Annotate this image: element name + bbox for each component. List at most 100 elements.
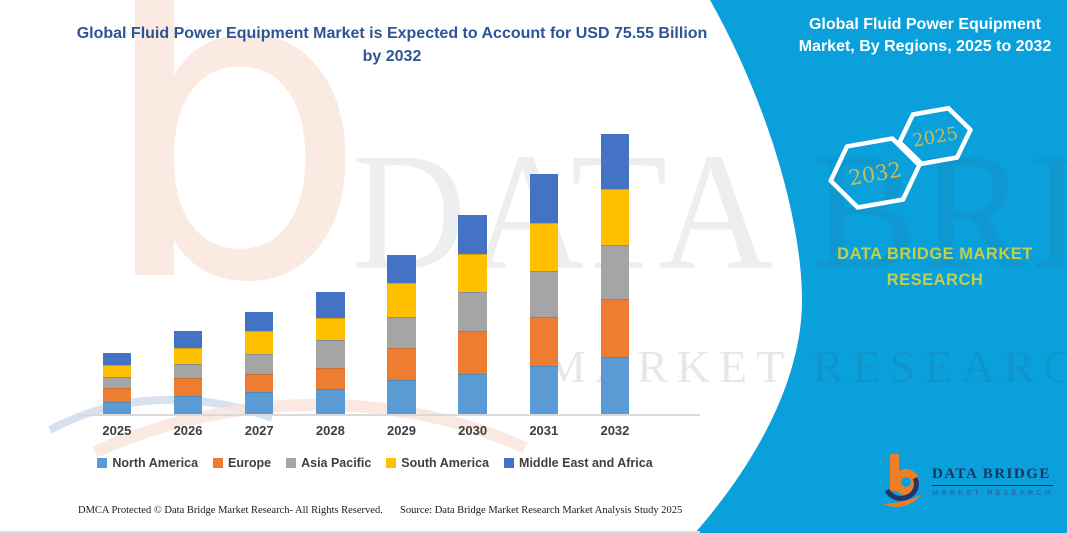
legend-swatch-europe	[213, 458, 224, 468]
bar-segment-2025-middle-east-and-africa	[102, 353, 132, 366]
x-axis-label-2026: 2026	[173, 423, 203, 438]
legend-item-north-america: North America	[97, 456, 198, 470]
bar-segment-2027-middle-east-and-africa	[244, 312, 274, 331]
x-axis-label-2028: 2028	[315, 423, 345, 438]
banner-brand-name: DATA BRIDGE MARKET RESEARCH	[837, 245, 1033, 289]
bar-segment-2030-north-america	[458, 374, 487, 414]
bar-segment-2025-north-america	[102, 402, 132, 414]
bar-segment-2028-asia-pacific	[316, 339, 345, 368]
x-axis-label-2032: 2032	[600, 423, 630, 438]
stacked-bar-2026	[173, 331, 203, 414]
bar-segment-2032-north-america	[600, 356, 630, 414]
hexagon-2025-label: 2025	[911, 123, 960, 152]
bar-segment-2031-middle-east-and-africa	[529, 173, 559, 223]
logo-d-swoosh	[884, 476, 919, 501]
hexagon-2025-outline	[897, 106, 973, 166]
legend-label-middle-east-and-africa: Middle East and Africa	[519, 456, 653, 470]
data-bridge-logo-mark	[883, 454, 921, 507]
banner-title: Global Fluid Power Equipment Market, By …	[798, 16, 1052, 55]
bar-segment-2027-asia-pacific	[244, 353, 274, 374]
x-axis-label-2027: 2027	[244, 423, 274, 438]
bar-segment-2032-middle-east-and-africa	[600, 133, 630, 190]
bar-segment-2025-europe	[102, 387, 132, 403]
bar-segment-2030-europe	[458, 330, 487, 375]
logo-name: DATA BRIDGE	[932, 466, 1054, 486]
bar-segment-2032-asia-pacific	[600, 244, 630, 300]
bar-segment-2031-north-america	[529, 365, 559, 414]
legend-swatch-south-america	[386, 458, 397, 468]
logo-tail-swoosh	[883, 494, 921, 507]
x-axis-label-2025: 2025	[102, 423, 132, 438]
x-axis-label-2029: 2029	[387, 423, 416, 438]
data-bridge-logo: DATA BRIDGE MARKET RESEARCH	[882, 452, 1062, 510]
bar-segment-2029-middle-east-and-africa	[387, 254, 416, 283]
watermark-logo-b: b	[96, 0, 369, 377]
bar-segment-2029-europe	[387, 348, 416, 381]
stacked-bar-2025	[102, 353, 132, 414]
bar-segment-2029-asia-pacific	[387, 317, 416, 348]
legend-swatch-middle-east-and-africa	[504, 458, 515, 468]
legend-label-north-america: North America	[112, 456, 199, 470]
bar-segment-2028-europe	[316, 367, 345, 390]
bar-segment-2026-middle-east-and-africa	[173, 331, 203, 349]
bar-segment-2027-south-america	[244, 330, 274, 354]
bar-segment-2028-south-america	[316, 317, 345, 340]
bar-segment-2030-middle-east-and-africa	[458, 214, 487, 254]
hexagon-year-badges: 2032 2025	[828, 106, 973, 210]
stacked-bar-2027	[244, 312, 274, 414]
bar-segment-2026-south-america	[173, 348, 203, 364]
legend-item-europe: Europe	[213, 456, 271, 470]
stacked-bar-2028	[316, 292, 345, 414]
stacked-bar-2030	[458, 214, 487, 414]
legend-item-south-america: South America	[386, 456, 489, 470]
bar-segment-2026-north-america	[173, 395, 203, 414]
hexagon-2032: 2032	[828, 136, 922, 210]
dmca-copyright-text: DMCA Protected © Data Bridge Market Rese…	[78, 505, 383, 516]
hexagon-2032-label: 2032	[847, 158, 904, 191]
x-axis-label-2030: 2030	[458, 423, 488, 438]
logo-text: DATA BRIDGE MARKET RESEARCH	[932, 466, 1054, 497]
logo-subtitle: MARKET RESEARCH	[932, 487, 1054, 497]
bar-segment-2028-north-america	[316, 389, 345, 414]
source-text: Source: Data Bridge Market Research Mark…	[400, 505, 683, 516]
bar-segment-2026-asia-pacific	[173, 363, 203, 379]
legend-item-asia-pacific: Asia Pacific	[286, 456, 371, 470]
bar-segment-2027-north-america	[244, 392, 274, 414]
logo-b-bowl	[893, 469, 919, 495]
bar-segment-2032-europe	[600, 299, 630, 357]
bar-segment-2027-europe	[244, 373, 274, 393]
bar-segment-2030-asia-pacific	[458, 292, 487, 331]
bar-segment-2025-asia-pacific	[102, 376, 132, 388]
bar-segment-2029-north-america	[387, 380, 416, 414]
legend-swatch-north-america	[97, 458, 108, 468]
chart-legend: North America Europe Asia Pacific South Ame…	[78, 456, 672, 470]
bar-segment-2026-europe	[173, 378, 203, 396]
bar-segment-2032-south-america	[600, 189, 630, 245]
bar-segment-2025-south-america	[102, 365, 132, 377]
bar-segment-2031-south-america	[529, 222, 559, 271]
legend-label-europe: Europe	[228, 456, 272, 470]
legend-swatch-asia-pacific	[286, 458, 297, 468]
watermark-text-market-research: MARKET RESEARCH	[545, 341, 1067, 392]
bar-segment-2029-south-america	[387, 282, 416, 318]
stacked-bar-2032	[600, 133, 630, 414]
hexagon-2025: 2025	[897, 106, 973, 166]
hexagon-2032-outline	[828, 136, 922, 210]
stacked-bar-2029	[387, 254, 416, 414]
bar-segment-2028-middle-east-and-africa	[316, 292, 345, 318]
x-axis-line	[78, 414, 700, 416]
banner-shape	[695, 0, 1067, 533]
bar-segment-2031-asia-pacific	[529, 270, 559, 318]
bottom-border-line	[0, 531, 700, 533]
x-axis-label-2031: 2031	[529, 423, 559, 438]
legend-label-asia-pacific: Asia Pacific	[301, 456, 372, 470]
stacked-bar-2031	[529, 173, 559, 414]
bar-segment-2031-europe	[529, 317, 559, 366]
legend-label-south-america: South America	[401, 456, 490, 470]
chart-title: Global Fluid Power Equipment Market is E…	[76, 25, 708, 66]
legend-item-middle-east-and-africa: Middle East and Africa	[504, 456, 653, 470]
bar-segment-2030-south-america	[458, 253, 487, 293]
